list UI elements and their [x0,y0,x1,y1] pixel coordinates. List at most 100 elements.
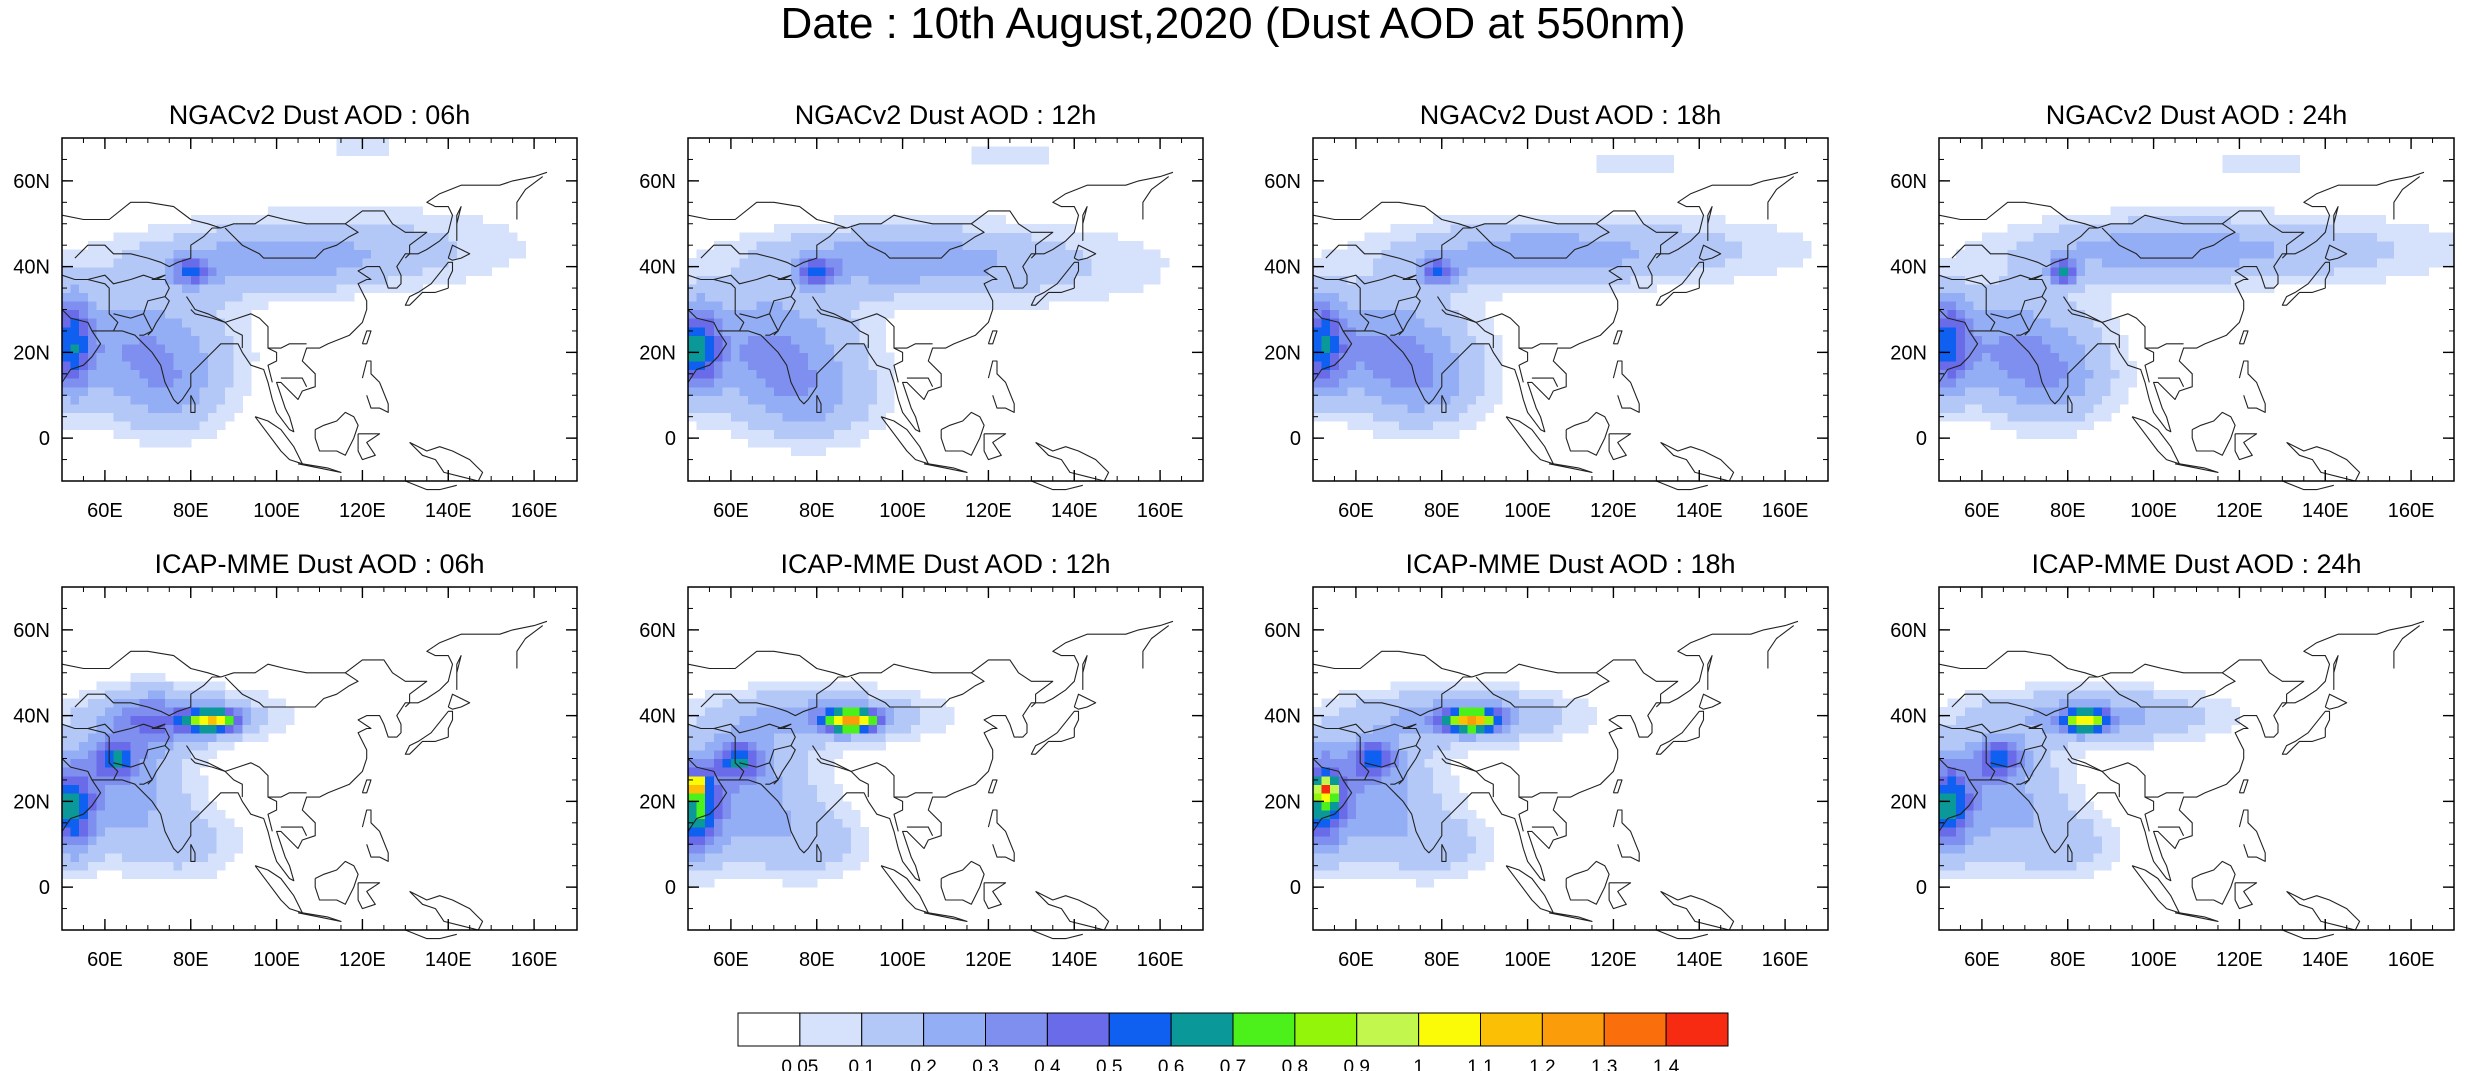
aod-cell [139,672,149,682]
aod-cell [825,810,835,820]
aod-cell [1398,369,1408,379]
aod-cell [696,698,706,708]
aod-cell [739,801,749,811]
aod-cell [808,861,818,871]
aod-cell [70,335,80,345]
aod-cell [765,689,775,700]
aod-cell [791,775,801,785]
aod-cell [988,223,998,233]
aod-cell [713,249,723,259]
aod-cell [2059,258,2069,268]
aod-cell [1467,361,1477,371]
aod-cell [705,378,715,388]
aod-cell [79,835,89,845]
aod-cell [773,369,783,379]
aod-cell [1390,429,1400,439]
aod-cell [1355,266,1366,276]
aod-cell [62,835,72,845]
aod-cell [1999,283,2009,293]
aod-cell [842,395,852,405]
aod-cell [190,681,200,691]
aod-cell [182,309,192,319]
coastline [447,244,471,261]
aod-cell [842,318,852,328]
aod-cell [773,801,783,811]
aod-cell [1433,421,1443,431]
aod-cell [808,223,818,233]
aod-cell [1424,240,1434,251]
aod-cell [696,378,706,388]
aod-cell [122,300,132,311]
aod-cell [165,715,175,725]
aod-cell [1424,223,1434,233]
aod-cell [1347,352,1357,362]
aod-cell [1364,378,1374,388]
coastline [2234,433,2258,461]
aod-cell [1347,275,1357,285]
aod-cell [242,361,252,371]
aod-cell [62,378,72,388]
aod-cell [96,792,106,802]
aod-cell [456,240,466,251]
aod-cell [2170,206,2180,216]
aod-cell [705,283,715,293]
aod-cell [2213,232,2223,242]
aod-cell [233,689,243,700]
aod-cell [79,318,89,328]
aod-cell [1381,326,1391,336]
aod-cell [268,223,278,233]
aod-cell [739,715,749,725]
aod-cell [2076,292,2086,302]
aod-cell [885,292,895,302]
aod-cell [722,249,732,259]
aod-cell [1441,784,1451,794]
aod-cell [113,361,123,371]
aod-cell [842,232,852,242]
aod-cell [173,292,183,302]
aod-cell [2436,240,2446,251]
aod-cell [825,801,835,811]
aod-cell [396,240,406,251]
aod-cell [748,429,758,439]
aod-cell [1441,378,1451,388]
aod-cell [1330,698,1340,708]
aod-cell [2084,283,2095,293]
aod-cell [1939,395,1949,405]
aod-cell [2102,335,2112,345]
aod-cell [147,283,157,293]
aod-cell [1501,223,1511,233]
aod-cell [765,724,775,734]
aod-cell [748,266,758,276]
aod-cell [1022,155,1032,165]
aod-cell [1424,352,1434,362]
aod-cell [868,266,878,276]
aod-cell [2076,326,2086,336]
aod-cell [130,792,140,802]
aod-cell [1416,258,1426,268]
aod-cell [859,249,869,259]
aod-cell [139,421,149,431]
aod-cell [859,232,869,242]
aod-cell [713,827,723,837]
aod-cell [2016,386,2026,396]
aod-cell [876,249,886,259]
aod-cell [722,369,732,379]
aod-cell [242,318,252,328]
aod-cell [2170,249,2180,259]
aod-cell [1390,386,1400,396]
aod-cell [182,421,192,431]
aod-cell [2196,266,2206,276]
aod-cell [988,266,998,276]
aod-cell [2222,155,2232,165]
aod-cell [859,412,869,422]
aod-cell [825,732,835,742]
aod-cell [1956,378,1966,388]
aod-cell [405,275,415,285]
aod-cell [353,206,363,216]
aod-cell [225,326,235,336]
aod-cell [2110,249,2120,259]
aod-cell [70,827,80,837]
aod-cell [1656,163,1666,173]
aod-cell [2050,240,2060,251]
aod-cell [156,801,166,811]
